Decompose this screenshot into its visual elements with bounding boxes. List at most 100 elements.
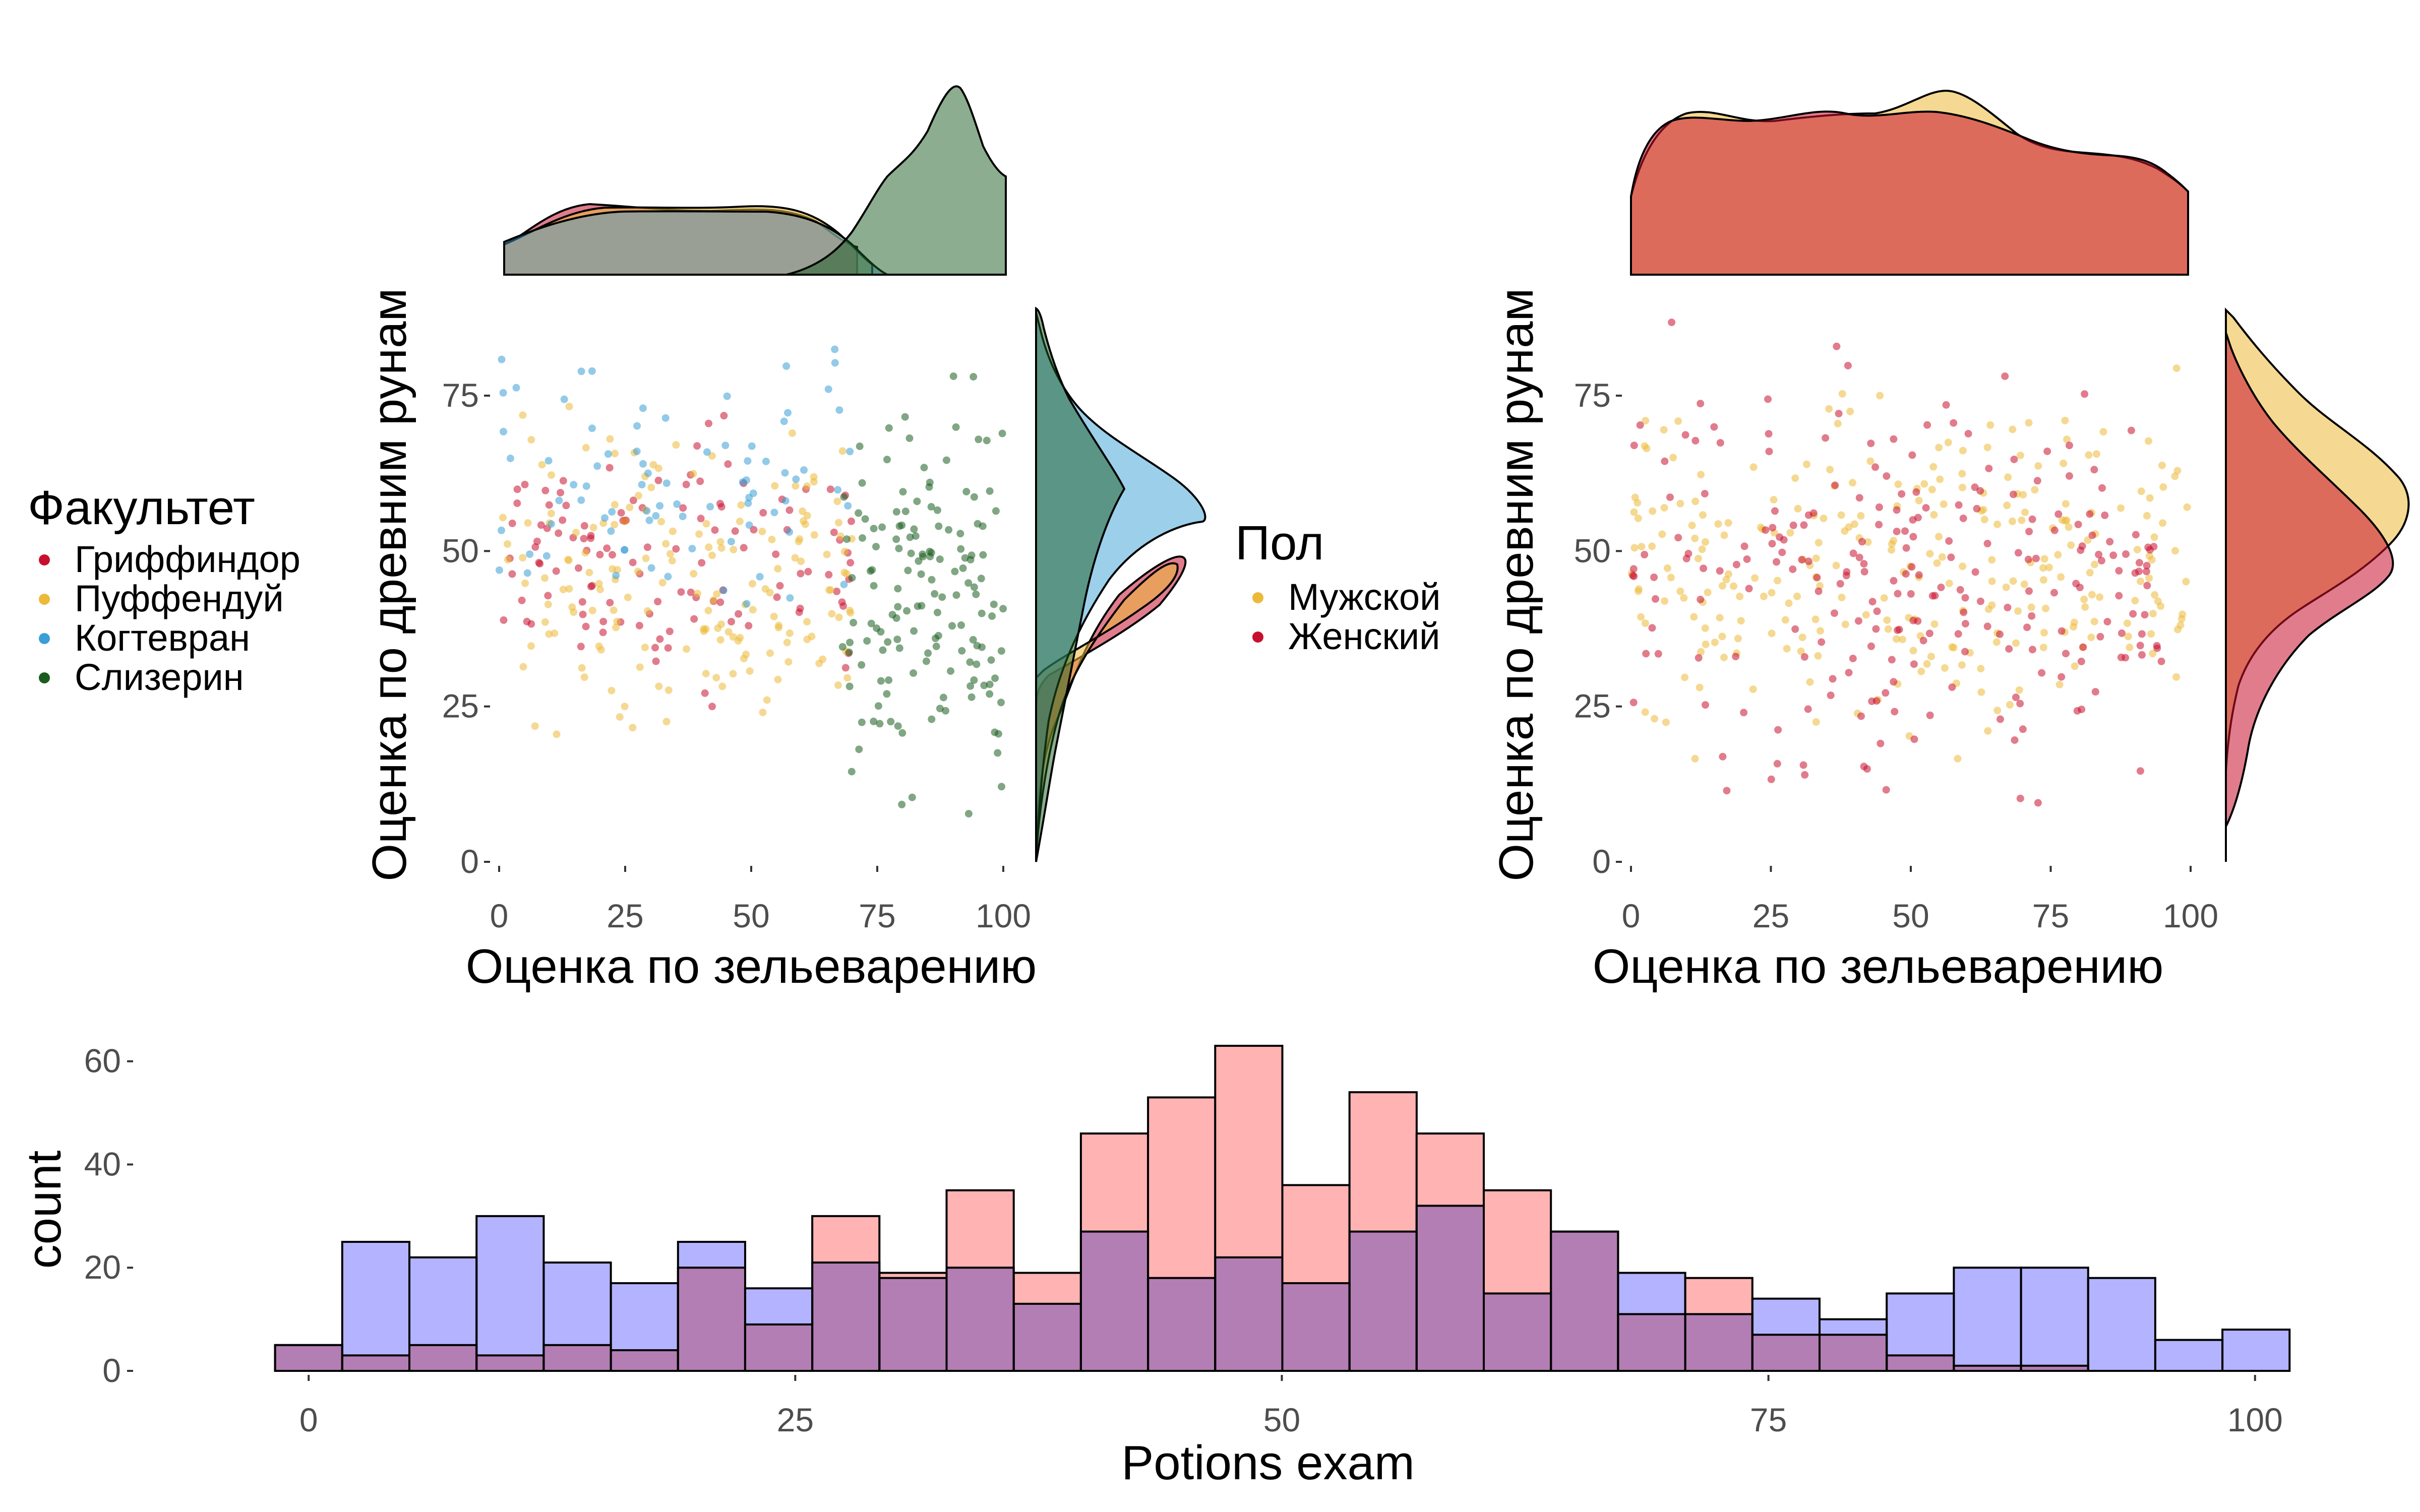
scatter-point (799, 507, 807, 515)
scatter-point (581, 549, 589, 557)
scatter-point (848, 768, 856, 776)
scatter-point (677, 588, 685, 596)
scatter-point (1740, 542, 1748, 550)
scatter-point (2145, 437, 2152, 445)
scatter-point (780, 417, 788, 425)
scatter-point (666, 550, 674, 558)
scatter-point (1983, 622, 1991, 631)
scatter-point (792, 482, 800, 490)
y-tick-label: 75 (442, 376, 479, 414)
scatter-point (588, 367, 596, 375)
scatter-point (1926, 711, 1934, 719)
scatter-point (2024, 555, 2032, 563)
scatter-point (723, 392, 731, 400)
scatter-point (1893, 528, 1901, 535)
scatter-point (922, 657, 930, 665)
scatter-point (905, 434, 914, 442)
histogram-bar (1214, 1256, 1284, 1372)
scatter-point (840, 493, 848, 501)
scatter-point (846, 639, 854, 647)
scatter-point (2005, 645, 2013, 653)
scatter-point (901, 413, 909, 421)
scatter-point (1984, 727, 1992, 735)
scatter-point (1740, 709, 1748, 717)
scatter-point (1863, 765, 1871, 773)
scatter-point (823, 550, 831, 558)
scatter-point (1629, 699, 1638, 707)
scatter-point (1734, 635, 1742, 643)
scatter-point (500, 616, 508, 624)
scatter-point (935, 522, 943, 530)
scatter-point (979, 522, 987, 530)
scatter-point (1630, 442, 1638, 450)
scatter-point (1882, 786, 1890, 794)
scatter-point (885, 676, 893, 684)
scatter-point (544, 600, 552, 608)
scatter-point (1996, 715, 2004, 723)
scatter-point (735, 610, 743, 618)
scatter-point (1899, 636, 1906, 644)
scatter-point (1880, 594, 1888, 602)
scatter-point (559, 477, 567, 485)
scatter-point (986, 487, 994, 495)
scatter-point (537, 521, 545, 529)
scatter-point (774, 564, 782, 573)
scatter-point (1691, 436, 1700, 445)
scatter-point (828, 610, 836, 618)
y-tick-label: 60 (84, 1042, 121, 1080)
scatter-point (2085, 451, 2093, 459)
scatter-point (614, 566, 621, 574)
scatter-point (541, 486, 550, 494)
scatter-point (679, 513, 687, 521)
scatter-point (761, 585, 769, 593)
scatter-point (1871, 463, 1880, 471)
scatter-point (2091, 688, 2099, 696)
scatter-point (861, 515, 869, 523)
scatter-point (500, 427, 507, 435)
scatter-point (2012, 694, 2020, 702)
scatter-point (1641, 442, 1649, 450)
scatter-point (2145, 552, 2153, 560)
scatter-point (1993, 707, 2002, 715)
scatter-point (2054, 551, 2062, 559)
scatter-point (635, 621, 643, 629)
scatter-point (565, 403, 573, 411)
scatter-point (1935, 533, 1943, 541)
scatter-point (651, 644, 659, 652)
scatter-point (617, 509, 625, 517)
scatter-point (743, 600, 751, 608)
scatter-point (621, 546, 629, 554)
scatter-point (1890, 435, 1898, 443)
scatter-point (519, 554, 527, 562)
scatter-point (808, 633, 816, 641)
scatter-point (997, 699, 1005, 707)
scatter-point (1732, 653, 1740, 661)
scatter-point (1928, 592, 1937, 600)
scatter-point (2063, 516, 2071, 524)
scatter-point (759, 709, 767, 716)
scatter-point (2088, 591, 2096, 599)
scatter-point (596, 550, 604, 558)
scatter-point (575, 564, 582, 572)
histogram-bars (274, 1045, 2291, 1372)
scatter-point (713, 590, 721, 598)
scatter-point (703, 448, 711, 456)
scatter-point (768, 536, 776, 543)
histogram-bar (408, 1256, 478, 1372)
y-axis-title-house: Оценка по древним рунам (362, 288, 416, 881)
scatter-point (2090, 617, 2098, 625)
scatter-point (912, 532, 920, 540)
scatter-point (2106, 538, 2114, 546)
scatter-point (792, 475, 800, 483)
scatter-point (970, 373, 978, 381)
scatter-point (652, 657, 660, 665)
scatter-point (2001, 372, 2009, 380)
scatter-point (1914, 514, 1922, 522)
scatter-point (610, 606, 618, 614)
scatter-point (1855, 553, 1863, 561)
scatter-point (2143, 512, 2151, 520)
scatter-point (616, 713, 624, 721)
scatter-point (652, 512, 660, 520)
scatter-point (711, 526, 719, 534)
scatter-point (1702, 701, 1709, 709)
